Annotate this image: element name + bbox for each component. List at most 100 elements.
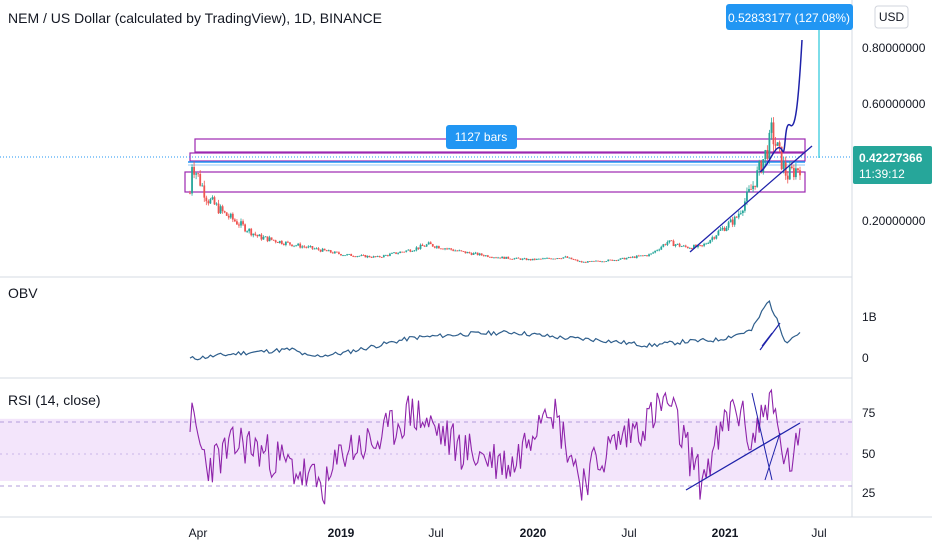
candle-body [488,256,491,258]
candle-body [264,236,267,238]
candle-body [621,257,624,259]
candle-body [682,245,685,247]
usd-button[interactable]: USD [874,5,909,29]
candle-body [354,256,357,258]
candle-body [458,250,461,252]
candle-body [707,243,710,244]
candle-body [723,227,726,231]
rsi-trendline-up[interactable] [764,432,781,481]
rsi-trendline[interactable] [685,422,801,491]
rsi-trendline-down[interactable] [751,392,773,481]
usd-button-label[interactable]: USD [879,10,905,24]
x-axis-label-apr: Apr [189,526,208,540]
candle-body [378,256,381,258]
candle-body [662,244,665,247]
candle-body [725,227,728,231]
candle-body [772,122,775,145]
candle-body [719,229,722,231]
candle-body [693,245,695,249]
price-support-trendline[interactable] [689,145,813,253]
candle-body [289,242,291,245]
candle-body [368,255,371,258]
candle-body [648,254,650,257]
candle-body [242,221,244,225]
candle-body [229,213,232,218]
candle-body [556,258,559,259]
candle-body [550,258,553,260]
measure-tag-label: 0.52833177 (127.08%) [728,11,850,25]
candle-body [615,260,618,261]
x-axis-label-jul-2019: Jul [428,526,443,540]
candle-body [191,167,193,194]
candle-body [366,255,369,258]
candle-body [503,256,506,259]
candle-body [352,255,355,257]
candle-body [501,256,504,259]
candle-body [486,255,489,257]
candle-body [629,256,632,258]
candle-body [778,142,781,147]
candle-body [639,255,642,257]
candle-body [729,219,732,223]
rsi-axis-label-0: 75 [862,406,876,420]
candle-body [617,259,620,261]
candle-body [715,235,718,239]
candle-body [225,212,228,216]
x-axis-label-2020: 2020 [520,526,547,540]
candle-body [588,261,591,262]
candle-body [525,258,528,261]
candle-body [533,258,536,260]
candle-body [627,256,630,259]
candle-body [697,244,699,248]
candle-body [705,243,708,245]
candle-body [756,170,759,187]
candle-body [338,252,340,254]
candle-body [274,240,277,243]
obv-pane-title: OBV [8,285,38,301]
candle-body [731,219,734,225]
candle-body [607,259,610,262]
support-rectangle[interactable] [184,171,806,193]
candle-body [744,201,746,211]
candle-body [770,122,773,133]
rsi-line [189,388,801,505]
candle-body [248,228,251,232]
candle-body [523,258,526,260]
candle-body [619,258,622,260]
candle-body [546,257,548,259]
candle-body [435,246,438,248]
candle-body [440,248,442,250]
candle-body [668,240,671,243]
candle-body [768,132,771,159]
candle-body [358,255,361,257]
candle-body [370,257,373,258]
candle-body [676,243,679,245]
candle-body [466,252,469,254]
usd-button-frame[interactable] [874,5,909,29]
candle-body [221,206,224,212]
candle-body [750,188,752,190]
candle-body [468,252,471,254]
obv-trendline-2[interactable] [761,332,773,347]
candle-body [703,243,706,246]
candle-body [480,253,483,256]
candle-body [758,161,761,171]
candle-body [327,250,330,252]
candle-body [574,259,577,261]
candle-body [584,261,587,263]
candle-body [517,257,520,259]
candle-body [586,261,589,263]
bars-tag-box [446,125,517,149]
candle-body [409,249,412,252]
candle-body [246,231,249,233]
candle-body [544,258,546,260]
candle-body [509,258,512,260]
candle-body [799,170,801,176]
candle-body [611,259,614,261]
projection-path[interactable] [759,39,803,173]
candle-body [342,255,344,257]
candle-body [690,248,693,249]
obv-axis-label-0: 1B [862,310,877,324]
candle-body [795,168,797,178]
obv-trendline[interactable] [759,322,781,351]
